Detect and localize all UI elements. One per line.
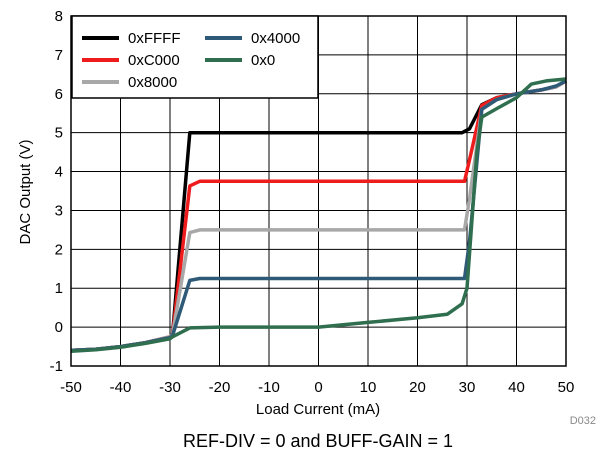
x-tick-label: -20	[209, 379, 231, 396]
legend-label: 0x0	[251, 52, 275, 69]
x-axis-title: Load Current (mA)	[256, 401, 380, 418]
y-tick-label: -1	[50, 358, 63, 375]
legend-label: 0x8000	[128, 74, 177, 91]
y-tick-label: 2	[55, 241, 63, 258]
y-tick-label: 6	[55, 86, 63, 103]
legend: 0xFFFF 0xC000 0x8000 0x4000 0x0	[71, 15, 319, 99]
x-tick-label: 20	[409, 379, 426, 396]
y-tick-label: 7	[55, 47, 63, 64]
y-axis-title: DAC Output (V)	[17, 139, 34, 244]
y-tick-label: 0	[55, 319, 63, 336]
legend-label: 0xFFFF	[128, 30, 181, 47]
y-tick-label: 3	[55, 202, 63, 219]
x-tick-label: -50	[60, 379, 82, 396]
x-tick-label: 40	[508, 379, 525, 396]
legend-label: 0xC000	[128, 52, 180, 69]
legend-box	[71, 15, 319, 99]
legend-label: 0x4000	[251, 30, 300, 47]
figure-caption: REF-DIV = 0 and BUFF-GAIN = 1	[183, 431, 453, 451]
x-tick-labels: -50 -40 -30 -20 -10 0 10 20 30 40 50	[60, 379, 574, 396]
x-tick-label: 50	[558, 379, 575, 396]
x-tick-label: 0	[314, 379, 322, 396]
x-tick-label: -10	[258, 379, 280, 396]
y-tick-label: 5	[55, 125, 63, 142]
y-tick-label: 8	[55, 8, 63, 25]
series-line-0x0	[70, 77, 567, 353]
x-tick-label: -40	[110, 379, 132, 396]
y-tick-label: 1	[55, 280, 63, 297]
x-tick-label: -30	[159, 379, 181, 396]
series-lines	[70, 77, 567, 353]
y-tick-label: 4	[55, 164, 63, 181]
x-tick-label: 10	[360, 379, 377, 396]
figure-id: D032	[570, 415, 596, 427]
x-tick-label: 30	[459, 379, 476, 396]
y-tick-labels: -1 0 1 2 3 4 5 6 7 8	[50, 8, 63, 375]
